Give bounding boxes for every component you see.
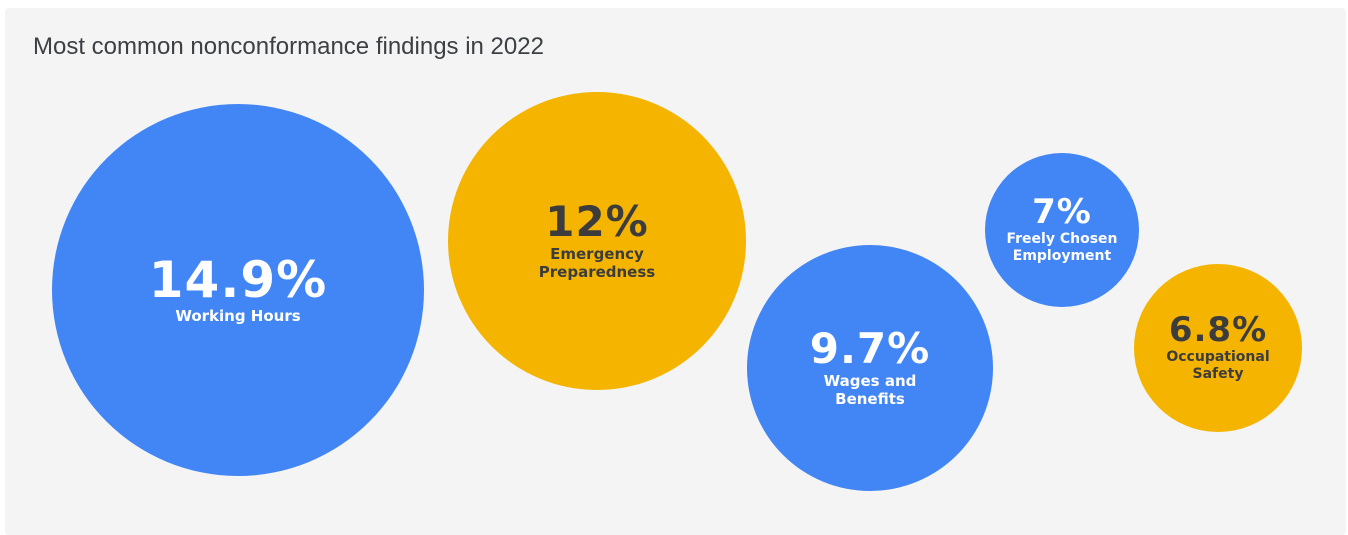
bubble-value: 9.7% [809,324,931,373]
bubble-occupational-safety: 6.8% Occupational Safety [1134,264,1302,432]
bubble-value: 6.8% [1168,310,1268,351]
bubble-label: Working Hours [175,307,301,325]
bubble-wages-and-benefits: 9.7% Wages and Benefits [747,245,993,491]
bubble-freely-chosen-employment: 7% Freely Chosen Employment [985,153,1139,307]
bubble-value: 7% [1032,192,1092,233]
bubble-value: 14.9% [148,251,328,309]
bubble-label: Occupational Safety [1166,349,1270,382]
bubble-label: Wages and Benefits [823,372,917,408]
bubble-emergency-preparedness: 12% Emergency Preparedness [448,92,746,390]
bubble-value: 12% [545,197,649,246]
bubble-label: Emergency Preparedness [538,245,656,281]
bubble-working-hours: 14.9% Working Hours [52,104,424,476]
bubble-label: Freely Chosen Employment [1006,231,1118,264]
chart-title: Most common nonconformance findings in 2… [33,33,544,60]
